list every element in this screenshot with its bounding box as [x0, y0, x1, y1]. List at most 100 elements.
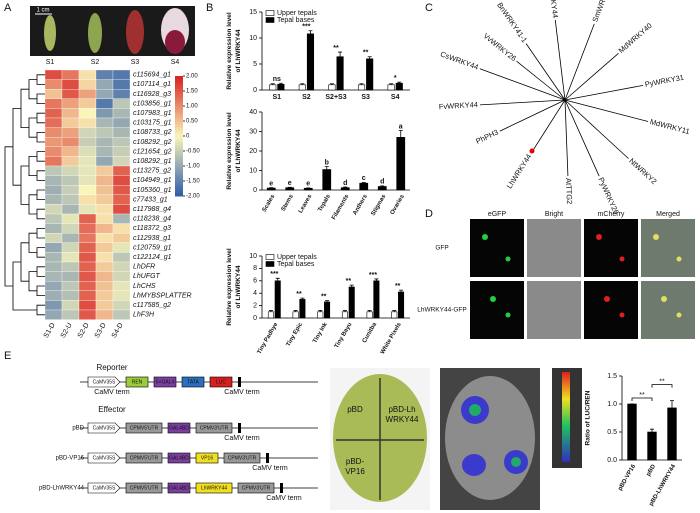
heat-cell — [44, 146, 63, 157]
y-tick-label: 0 — [253, 87, 257, 94]
row-label: LhWRKY44-GFP — [417, 307, 467, 314]
part — [125, 482, 163, 494]
heat-cell — [61, 108, 80, 119]
heat-cell — [44, 194, 63, 205]
term-label: CaMV term — [224, 389, 260, 396]
y-tick-label: 0 — [253, 187, 257, 194]
colorbar-step — [175, 100, 183, 104]
heat-cell — [78, 117, 97, 128]
bar — [366, 58, 374, 91]
heat-cell — [78, 300, 97, 311]
annotation: e — [306, 181, 310, 188]
error-bar — [367, 310, 372, 312]
y-tick-label: 2 — [253, 302, 257, 309]
heat-cell — [95, 108, 114, 119]
heat-cell — [112, 79, 131, 90]
terminator — [280, 483, 283, 493]
construct-name: pBD-LhWRKY44 — [39, 486, 85, 492]
heat-cell — [95, 300, 114, 311]
row-label: c112938_g1 — [133, 235, 171, 242]
colorbar — [562, 372, 570, 462]
tree-branch — [554, 19, 566, 101]
heat-cell — [78, 309, 97, 320]
bar — [267, 311, 274, 319]
heat-cell — [61, 309, 80, 320]
heat-cell — [95, 233, 114, 243]
micrograph — [470, 281, 524, 339]
annotation: c — [362, 175, 366, 182]
colorbar-step — [175, 133, 183, 137]
tree-branch — [479, 99, 566, 106]
tepal-photo — [88, 13, 102, 53]
annotation: e — [288, 180, 292, 187]
y-tick-label: 8 — [253, 265, 257, 272]
annotation: ** — [333, 45, 339, 52]
heat-cell — [95, 261, 114, 272]
heading: Effector — [98, 405, 126, 414]
heat-cell — [112, 175, 131, 186]
heat-cell — [78, 223, 97, 234]
colorbar-step — [175, 139, 183, 143]
tree-branch — [564, 53, 619, 101]
y-tick-label: 10 — [249, 167, 257, 174]
y-axis-label: of LhWRKY44 — [235, 129, 242, 172]
error-bar — [300, 297, 305, 300]
heat-cell — [61, 69, 80, 80]
column-header: Merged — [656, 211, 680, 218]
part-label: CPMV5'UTR — [130, 485, 159, 491]
colorbar-step — [175, 130, 183, 134]
part — [153, 376, 177, 388]
heat-cell — [112, 233, 131, 243]
row-label: c108292_g1 — [133, 158, 172, 165]
row-label: c103175_g1 — [133, 120, 172, 127]
error-bar — [359, 83, 364, 85]
colorbar-step — [175, 181, 183, 185]
heat-cell — [44, 204, 63, 215]
heat-cell — [44, 98, 63, 109]
heat-cell — [112, 252, 131, 263]
heat-cell — [95, 146, 114, 157]
panel-label: E — [4, 350, 11, 362]
row-label: c118238_g4 — [133, 216, 171, 223]
heat-cell — [61, 223, 80, 234]
heat-cell — [44, 261, 63, 272]
leaf-label: WRKY44 — [386, 415, 419, 424]
term-label: CaMV term — [224, 435, 260, 442]
bar — [306, 33, 315, 91]
term-label: CaMV term — [252, 465, 288, 472]
part-label: 5×GAL4 — [156, 379, 175, 385]
column-header: mCherry — [598, 211, 625, 218]
leaf-label: pBD- — [346, 457, 365, 466]
heat-cell — [61, 271, 80, 282]
annotation: * — [394, 75, 397, 82]
error-bar — [318, 310, 323, 312]
tree-branch — [564, 84, 644, 101]
signal — [653, 234, 659, 240]
heat-cell — [112, 213, 131, 224]
micrograph — [527, 219, 581, 277]
colorbar-step — [175, 118, 183, 122]
y-tick-label: 40 — [249, 109, 257, 116]
heat-cell — [44, 108, 63, 119]
legend-swatch — [265, 17, 275, 23]
heat-cell — [95, 137, 114, 147]
colorbar-step — [175, 193, 183, 197]
row-label: c108733_g2 — [133, 129, 172, 136]
heat-cell — [78, 252, 97, 263]
heat-cell — [95, 281, 114, 291]
bar — [398, 291, 405, 319]
error-bar — [270, 83, 275, 85]
colorbar-step — [175, 187, 183, 191]
luminescence — [469, 404, 481, 416]
heat-cell — [112, 242, 131, 253]
y-tick-label: 15 — [249, 9, 257, 16]
terminator — [238, 377, 241, 387]
colorbar-label: 2.00 — [186, 74, 198, 80]
part — [195, 482, 233, 494]
heat-cell — [78, 290, 97, 301]
colorbar-step — [175, 169, 183, 173]
bar — [366, 311, 373, 319]
heat-cell — [95, 204, 114, 215]
row-label: c113275_g2 — [133, 168, 171, 175]
